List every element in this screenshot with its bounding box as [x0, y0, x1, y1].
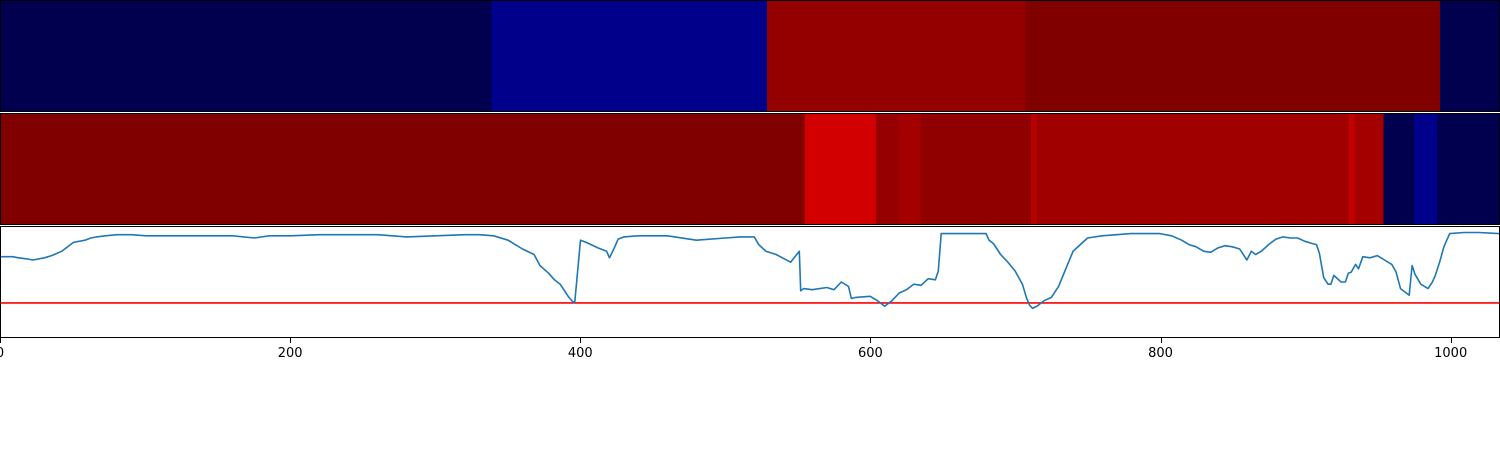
x-tick-200 [290, 338, 292, 343]
signal-line-plot [0, 226, 1500, 338]
x-tick-label-600: 600 [857, 346, 883, 361]
middle-state-band-segment-3 [898, 114, 922, 224]
x-tick-800 [1160, 338, 1162, 343]
x-tick-label-400: 400 [567, 346, 593, 361]
x-tick-400 [580, 338, 582, 343]
middle-state-band-segment-5 [1030, 114, 1038, 224]
x-axis: 0 200 400 600 800 1000 [0, 338, 1500, 378]
middle-state-band-segment-6 [1036, 114, 1350, 224]
middle-state-band-segment-10 [1413, 114, 1438, 224]
top-state-band-segment-2 [766, 1, 1026, 111]
top-state-band-segment-0 [1, 1, 492, 111]
middle-state-band-segment-9 [1383, 114, 1415, 224]
x-tick-0 [0, 338, 1, 343]
top-band-canvas [1, 1, 1499, 111]
x-tick-label-800: 800 [1148, 346, 1173, 361]
top-state-band-segment-3 [1025, 1, 1441, 111]
middle-band-canvas [1, 114, 1499, 224]
middle-state-band-segment-7 [1348, 114, 1356, 224]
middle-state-band-segment-4 [920, 114, 1032, 224]
middle-state-band [0, 113, 1500, 225]
x-tick-label-200: 200 [277, 346, 303, 361]
line-plot-canvas [1, 231, 1499, 310]
top-state-band [0, 0, 1500, 112]
middle-state-band-segment-8 [1354, 114, 1385, 224]
x-tick-label-0: 0 [0, 346, 4, 361]
top-state-band-segment-4 [1440, 1, 1499, 111]
middle-state-band-segment-1 [804, 114, 877, 224]
x-tick-600 [870, 338, 872, 343]
signal-series-line [1, 231, 1499, 310]
middle-state-band-segment-11 [1437, 114, 1499, 224]
x-tick-label-1000: 1000 [1434, 346, 1468, 361]
middle-state-band-segment-2 [875, 114, 900, 224]
x-tick-1000 [1450, 338, 1452, 343]
top-state-band-segment-1 [491, 1, 768, 111]
middle-state-band-segment-0 [1, 114, 806, 224]
